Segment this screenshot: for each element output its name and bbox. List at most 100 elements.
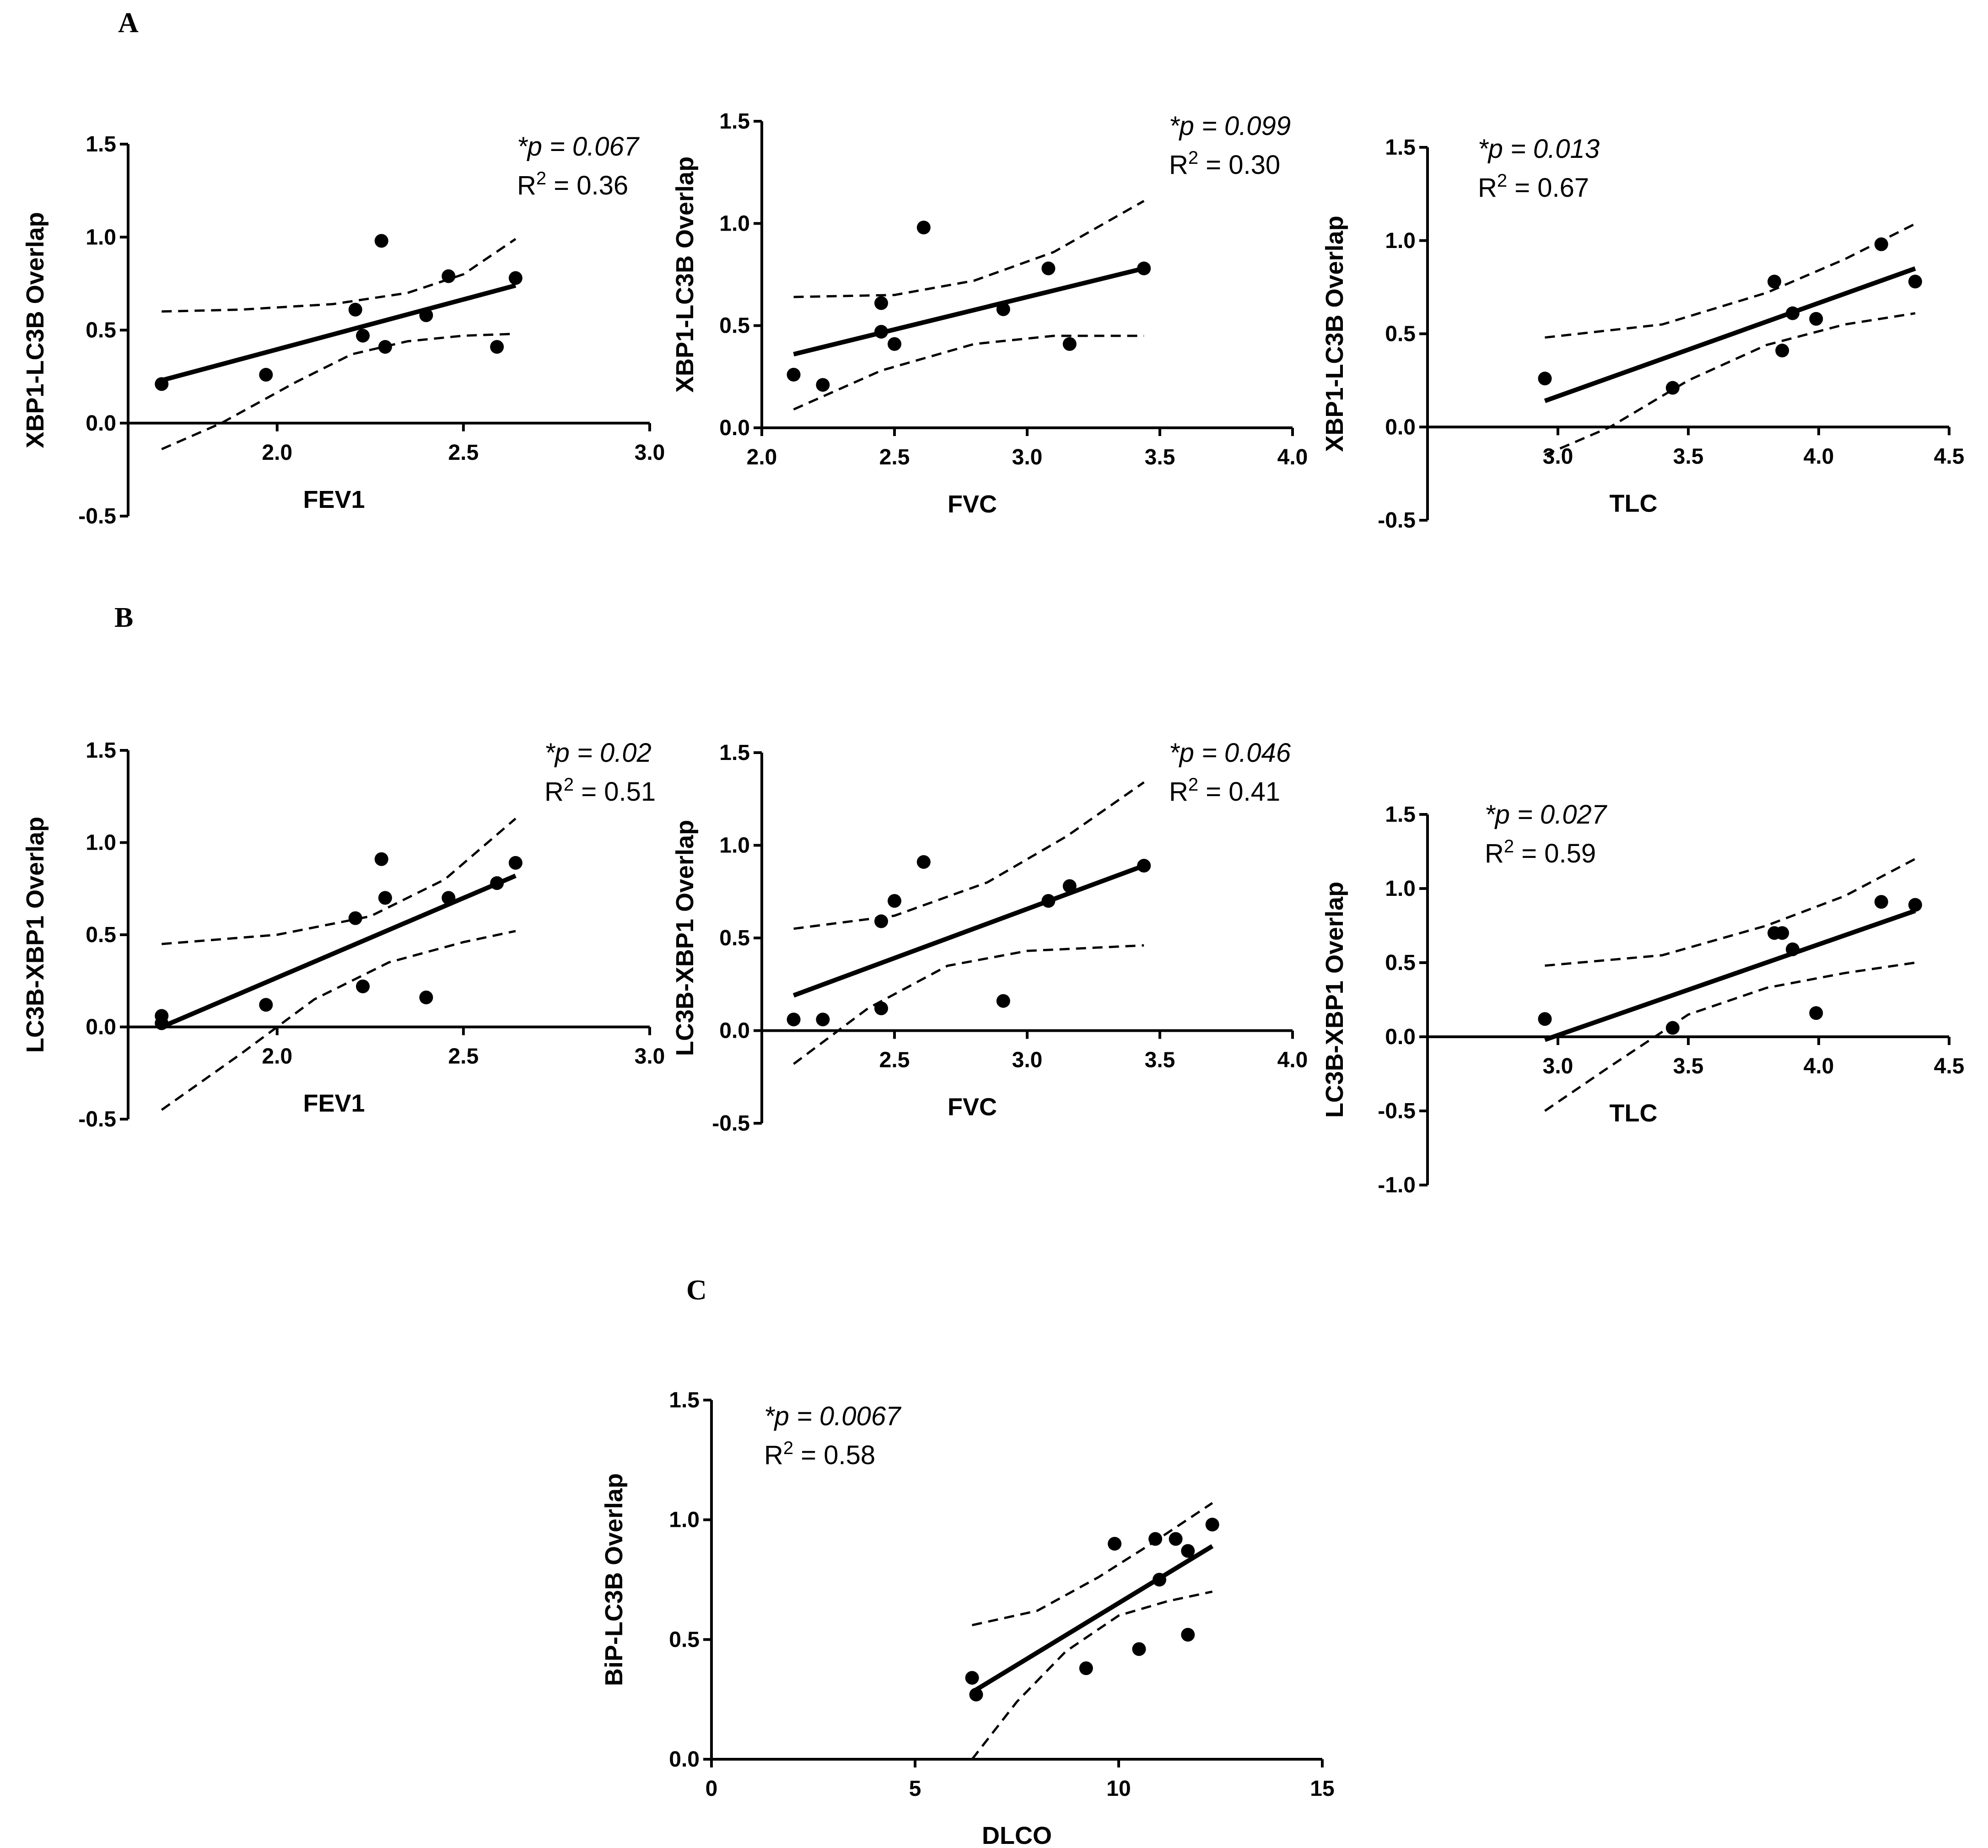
data-point bbox=[1169, 1532, 1183, 1546]
x-tick-label: 15 bbox=[1310, 1777, 1334, 1801]
x-tick-label: 3.5 bbox=[1145, 445, 1175, 469]
confidence-band-upper bbox=[793, 200, 1145, 298]
panel-label-b: B bbox=[114, 602, 133, 633]
data-point bbox=[965, 1671, 979, 1685]
y-tick-label: 1.0 bbox=[669, 1508, 700, 1532]
data-point bbox=[1665, 1021, 1680, 1035]
data-point bbox=[1062, 879, 1077, 893]
y-tick-label: 1.5 bbox=[719, 109, 750, 134]
p-value-label: *p = 0.02 bbox=[544, 738, 652, 768]
r-squared-label: R2 = 0.59 bbox=[1485, 836, 1596, 868]
data-point bbox=[1908, 898, 1922, 912]
data-point bbox=[1079, 1661, 1093, 1676]
regression-line bbox=[161, 283, 517, 383]
confidence-band-lower bbox=[161, 930, 516, 1111]
regression-line bbox=[161, 873, 517, 1029]
confidence-band-upper bbox=[1545, 222, 1916, 339]
r-squared-label: R2 = 0.36 bbox=[517, 168, 628, 200]
data-point bbox=[348, 911, 362, 925]
confidence-band-lower bbox=[1544, 312, 1916, 456]
panel-label-a: A bbox=[118, 7, 139, 38]
y-tick-label: 1.0 bbox=[1385, 229, 1416, 253]
x-tick-label: 3.5 bbox=[1145, 1048, 1175, 1072]
data-point bbox=[1205, 1518, 1219, 1532]
y-tick-label: 0.0 bbox=[1385, 415, 1416, 439]
x-tick-label: 10 bbox=[1106, 1777, 1131, 1801]
data-point bbox=[1786, 942, 1799, 956]
data-point bbox=[508, 271, 523, 285]
data-point bbox=[155, 1016, 169, 1030]
y-tick-label: 0.5 bbox=[86, 923, 116, 947]
data-point bbox=[356, 329, 370, 343]
y-axis-title: LC3B-XBP1 Overlap bbox=[22, 817, 49, 1053]
y-tick-label: -0.5 bbox=[1378, 1099, 1416, 1123]
data-point bbox=[1181, 1627, 1195, 1642]
data-point bbox=[378, 891, 392, 905]
data-point bbox=[490, 340, 504, 354]
data-point bbox=[155, 377, 169, 391]
x-axis-title: TLC bbox=[1610, 1099, 1658, 1127]
scatter-plot: 0.0 0.5 1.0 1.5 2.0 2.5 3.0 3.5 4.0 FVC XBP1-LC3B … bbox=[671, 109, 1308, 518]
data-point bbox=[888, 337, 901, 351]
data-point bbox=[1538, 372, 1552, 386]
regression-line bbox=[793, 266, 1145, 357]
data-point bbox=[348, 302, 362, 317]
y-axis-title: LC3B-XBP1 Overlap bbox=[1321, 882, 1348, 1118]
data-point bbox=[916, 221, 931, 235]
regression-line bbox=[792, 863, 1145, 998]
data-point bbox=[442, 891, 456, 905]
data-point bbox=[442, 269, 456, 283]
x-tick-label: 2.5 bbox=[448, 1045, 479, 1069]
scatter-plot: -0.5 0.0 0.5 1.0 1.5 2.0 2.5 3.0 FEV1 LC3B-XBP1 O… bbox=[22, 738, 665, 1131]
data-point bbox=[1775, 926, 1789, 940]
y-tick-label: -0.5 bbox=[78, 1107, 116, 1131]
y-tick-label: 0.5 bbox=[86, 318, 116, 343]
x-tick-label: 3.0 bbox=[1012, 1048, 1043, 1072]
x-axis-title: FVC bbox=[948, 490, 997, 518]
scatter-plot: 0.0 0.5 1.0 1.5 0 5 10 15 DLCO BiP-LC3B Overlap *p… bbox=[600, 1388, 1335, 1848]
data-point bbox=[874, 325, 888, 339]
y-tick-label: 1.5 bbox=[86, 132, 116, 156]
y-tick-label: 1.0 bbox=[86, 831, 116, 855]
data-point bbox=[378, 340, 392, 354]
y-axis-title: BiP-LC3B Overlap bbox=[600, 1473, 628, 1686]
data-point bbox=[816, 1013, 830, 1027]
y-tick-label: 1.5 bbox=[719, 741, 750, 765]
data-point bbox=[374, 852, 388, 866]
r-squared-label: R2 = 0.67 bbox=[1478, 171, 1589, 203]
data-point bbox=[1181, 1544, 1195, 1558]
confidence-band-lower bbox=[161, 333, 516, 450]
data-point bbox=[1775, 344, 1789, 358]
x-tick-label: 3.0 bbox=[635, 1045, 665, 1069]
scatter-plot: -0.5 0.0 0.5 1.0 1.5 2.0 2.5 3.0 FEV1 XBP1-LC3B O… bbox=[22, 132, 665, 528]
x-axis-title: TLC bbox=[1610, 490, 1658, 517]
y-tick-label: 0.0 bbox=[719, 1019, 750, 1043]
y-tick-label: 1.5 bbox=[86, 738, 116, 763]
x-axis-title: FVC bbox=[948, 1094, 997, 1121]
x-tick-label: 2.5 bbox=[448, 441, 479, 465]
p-value-label: *p = 0.0067 bbox=[764, 1401, 902, 1431]
confidence-band-upper bbox=[1545, 857, 1916, 967]
data-point bbox=[874, 1001, 888, 1015]
x-tick-label: 4.5 bbox=[1934, 444, 1965, 469]
x-tick-label: 3.5 bbox=[1673, 1054, 1704, 1078]
y-axis-title: XBP1-LC3B Overlap bbox=[22, 212, 49, 448]
y-tick-label: -1.0 bbox=[1378, 1173, 1416, 1197]
data-point bbox=[874, 296, 888, 310]
confidence-band-lower bbox=[793, 334, 1144, 411]
x-tick-label: 3.0 bbox=[1543, 444, 1573, 469]
data-point bbox=[1908, 275, 1922, 289]
confidence-band-upper bbox=[162, 818, 517, 945]
x-tick-label: 4.0 bbox=[1277, 445, 1308, 469]
data-point bbox=[1874, 237, 1888, 251]
p-value-label: *p = 0.046 bbox=[1169, 738, 1291, 768]
p-value-label: *p = 0.067 bbox=[517, 132, 640, 162]
r-squared-label: R2 = 0.30 bbox=[1169, 148, 1280, 180]
r-squared-label: R2 = 0.58 bbox=[764, 1438, 875, 1470]
y-tick-label: 0.0 bbox=[1385, 1025, 1416, 1049]
y-tick-label: 0.5 bbox=[1385, 322, 1416, 346]
x-tick-label: 2.0 bbox=[262, 441, 292, 465]
data-point bbox=[1153, 1573, 1166, 1587]
x-tick-label: 2.0 bbox=[262, 1045, 292, 1069]
confidence-band-upper bbox=[162, 238, 517, 313]
